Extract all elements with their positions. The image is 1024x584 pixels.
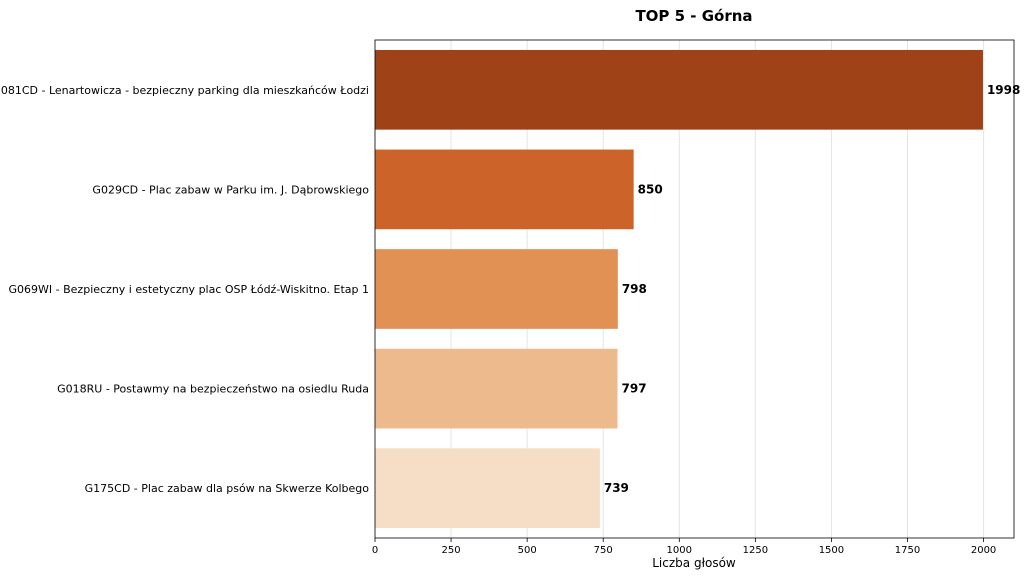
category-label: G029CD - Plac zabaw w Parku im. J. Dąbro… xyxy=(92,183,369,196)
plot-frame xyxy=(374,39,1015,539)
bar xyxy=(375,348,618,429)
bar xyxy=(375,249,618,329)
data-label: 739 xyxy=(604,481,629,495)
bar xyxy=(375,49,983,130)
x-axis-ticks: 0 250 500 750 1000 1250 1500 1750 2000 xyxy=(372,538,996,556)
data-label: 798 xyxy=(622,282,647,296)
bars xyxy=(375,49,983,529)
x-tick-label: 500 xyxy=(518,545,537,556)
category-label: G018RU - Postawmy na bezpieczeństwo na o… xyxy=(57,383,369,396)
x-tick-label: 250 xyxy=(442,545,461,556)
x-tick-label: 1250 xyxy=(743,545,768,556)
x-tick-label: 1500 xyxy=(819,545,844,556)
category-labels: G081CD - Lenartowicza - bezpieczny parki… xyxy=(0,84,369,495)
x-tick-label: 2000 xyxy=(971,545,996,556)
data-label: 797 xyxy=(622,382,647,396)
category-label: G081CD - Lenartowicza - bezpieczny parki… xyxy=(0,84,369,97)
x-tick-label: 750 xyxy=(594,545,613,556)
category-label: G069WI - Bezpieczny i estetyczny plac OS… xyxy=(9,283,369,296)
data-label: 1998 xyxy=(987,83,1020,97)
chart-title: TOP 5 - Górna xyxy=(635,7,752,25)
bar xyxy=(375,448,600,529)
x-tick-label: 1750 xyxy=(895,545,920,556)
category-label: G175CD - Plac zabaw dla psów na Skwerze … xyxy=(85,482,370,495)
data-labels: 1998 850 798 797 739 xyxy=(604,83,1021,495)
x-tick-label: 0 xyxy=(372,545,378,556)
bar xyxy=(375,149,634,230)
x-axis-label: Liczba głosów xyxy=(652,556,736,570)
data-label: 850 xyxy=(638,182,663,196)
x-tick-label: 1000 xyxy=(667,545,692,556)
